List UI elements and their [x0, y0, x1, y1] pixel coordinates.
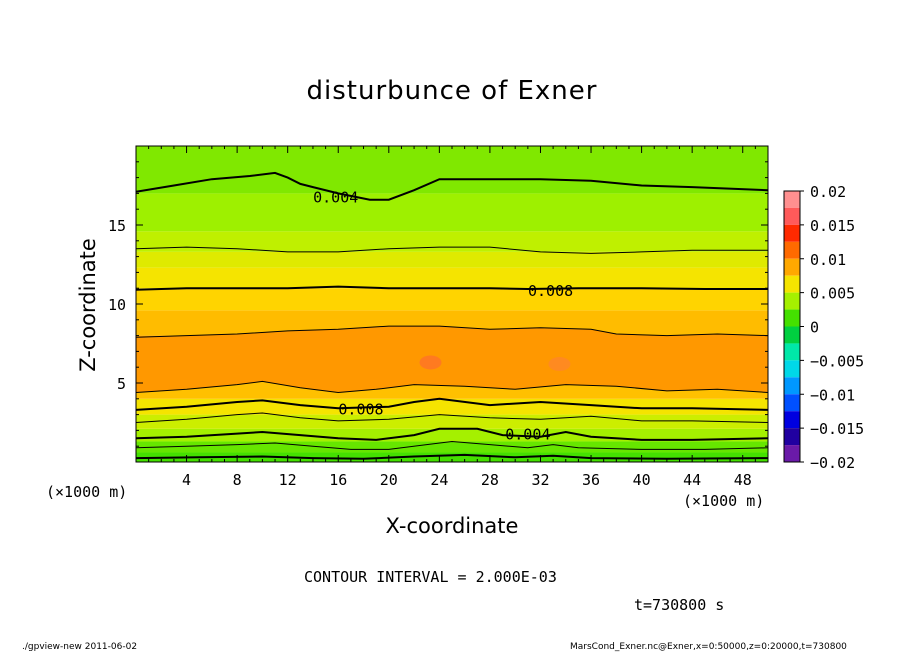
colorbar-level [784, 377, 800, 395]
x-tick-label: 16 [329, 471, 347, 489]
contour-line [136, 440, 768, 450]
footer-data-source: MarsCond_Exner.nc@Exner,x=0:50000,z=0:20… [570, 642, 847, 652]
contour-line [136, 285, 768, 291]
x-axis-unit: (×1000 m) [683, 492, 765, 510]
x-axis-label: X-coordinate [385, 514, 519, 538]
contour-line [136, 427, 768, 441]
colorbar-level [784, 275, 800, 293]
colorbar-level [784, 309, 800, 327]
x-tick-label: 4 [182, 471, 191, 489]
y-tick-label: 10 [108, 296, 126, 314]
field-band [136, 267, 768, 289]
contour-line [136, 380, 768, 394]
y-tick-label: 5 [117, 375, 126, 393]
field-band [136, 193, 768, 232]
colorbar-tick-label: −0.01 [810, 386, 855, 404]
field-band [136, 441, 768, 453]
time-label: t=730800 s [634, 596, 725, 614]
contour-label: 0.004 [505, 426, 550, 444]
colorbar-tick-label: 0.015 [810, 217, 855, 235]
colorbar-level [784, 326, 800, 344]
colorbar-level [784, 224, 800, 242]
plot-area: 0.004 0.008 0.008 0.004 [136, 146, 768, 462]
field-core-region [136, 326, 768, 393]
colorbar-tick-label: 0.005 [810, 285, 855, 303]
colorbar-tick-label: 0.02 [810, 183, 846, 201]
field-maximum [419, 355, 442, 370]
colorbar-tick-label: 0 [810, 319, 819, 337]
colorbar-level [784, 394, 800, 412]
colorbar-tick-label: −0.005 [810, 352, 864, 370]
field-band [136, 398, 768, 415]
x-tick-label: 40 [633, 471, 651, 489]
colorbar-tick-label: −0.02 [810, 454, 855, 472]
field-band [136, 452, 768, 462]
x-tick-label: 12 [279, 471, 297, 489]
contour-line [136, 171, 768, 201]
field-band [136, 231, 768, 252]
contour-label: 0.008 [528, 282, 573, 300]
x-tick-label: 24 [430, 471, 448, 489]
colorbar-level [784, 343, 800, 361]
colorbar-level [784, 428, 800, 446]
field-band [136, 414, 768, 429]
contour-label: 0.008 [338, 400, 383, 418]
field-band [136, 251, 768, 268]
y-tick-label: 15 [108, 217, 126, 235]
x-tick-label: 28 [481, 471, 499, 489]
colorbar-level [784, 360, 800, 378]
x-tick-label: 44 [683, 471, 701, 489]
x-tick-label: 48 [734, 471, 752, 489]
contour-line [136, 397, 768, 411]
colorbar-level [784, 292, 800, 310]
footer-program-date: ./gpview-new 2011-06-02 [22, 642, 138, 652]
x-tick-label: 32 [531, 471, 549, 489]
contour-line [136, 325, 768, 338]
colorbar-level [784, 445, 800, 462]
colorbar-level [784, 411, 800, 429]
colorbar-level [784, 191, 800, 208]
contour-line [136, 412, 768, 423]
colorbar-level [784, 241, 800, 259]
y-axis-unit: (×1000 m) [46, 483, 128, 501]
colorbar-level [784, 207, 800, 225]
colorbar-tick-label: −0.015 [810, 420, 864, 438]
field-maximum [548, 357, 571, 372]
contour-line [136, 246, 768, 254]
contour-interval-label: CONTOUR INTERVAL = 2.000E-03 [304, 568, 557, 586]
colorbar-level [784, 258, 800, 276]
x-tick-label: 36 [582, 471, 600, 489]
x-tick-label: 20 [380, 471, 398, 489]
x-tick-label: 8 [233, 471, 242, 489]
contour-label: 0.004 [313, 189, 358, 207]
field-band [136, 288, 768, 311]
colorbar-tick-label: 0.01 [810, 251, 846, 269]
chart-title: disturbunce of Exner [306, 76, 598, 106]
